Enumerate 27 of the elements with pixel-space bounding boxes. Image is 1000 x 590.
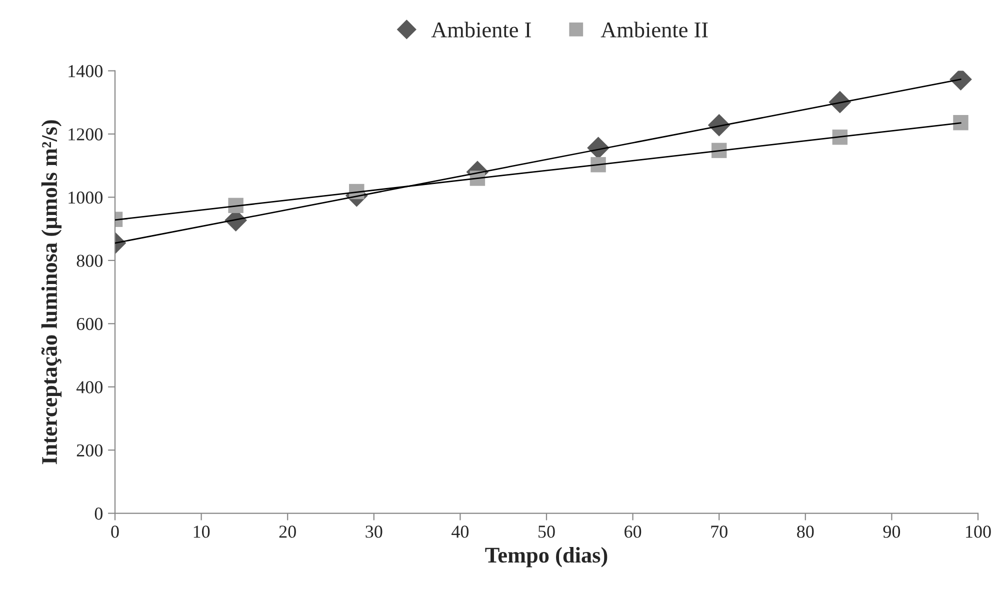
x-tick-label: 100 <box>966 526 991 538</box>
x-tick-label: 40 <box>452 526 469 538</box>
legend-label: Ambiente II <box>600 22 708 38</box>
y-tick-label: 600 <box>76 318 103 330</box>
legend-label: Ambiente I <box>431 22 531 38</box>
x-axis-title: Tempo (dias) <box>485 547 608 568</box>
x-tick-label: 60 <box>624 526 642 538</box>
x-tick-label: 70 <box>711 526 728 538</box>
y-tick-label: 1000 <box>68 191 103 204</box>
x-tick-label: 10 <box>194 526 210 538</box>
point <box>228 198 244 214</box>
point <box>953 115 968 130</box>
x-tick-label: 80 <box>797 526 814 538</box>
y-tick-label: 200 <box>76 444 103 457</box>
y-tick-label: 1200 <box>68 128 103 140</box>
y-tick-label: 0 <box>94 508 103 520</box>
y-tick-label: 400 <box>76 381 103 394</box>
x-tick-label: 20 <box>279 526 296 538</box>
y-axis-title: Interceptação luminosa (µmols m²/s) <box>41 120 62 464</box>
x-tick-label: 30 <box>366 526 382 538</box>
y-tick-label: 800 <box>76 254 103 267</box>
y-tick-label: 1400 <box>68 65 103 78</box>
x-tick-label: 0 <box>111 526 119 538</box>
x-tick-label: 50 <box>538 526 555 538</box>
x-tick-label: 90 <box>883 526 900 538</box>
point <box>832 130 848 145</box>
point <box>590 157 606 172</box>
